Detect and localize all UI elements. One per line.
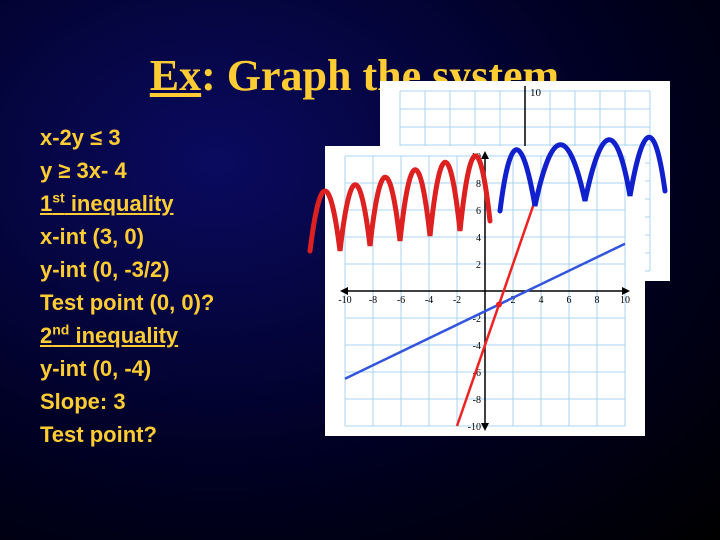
svg-text:6: 6 [567, 295, 572, 306]
content-row: x-2y ≤ 3 y ≥ 3x- 4 1st inequality x-int … [0, 121, 720, 451]
line-heading1: 1st inequality [40, 187, 320, 220]
line-test2: Test point? [40, 418, 320, 451]
svg-text:4: 4 [476, 233, 481, 244]
line-ineq2: y ≥ 3x- 4 [40, 154, 320, 187]
graph-area: 10 -10-8-6-4-2246810 -10-8-6-4-2246810 [320, 121, 680, 451]
svg-text:-4: -4 [425, 295, 433, 306]
graph-front: -10-8-6-4-2246810 -10-8-6-4-2246810 [325, 146, 645, 436]
back-tick-10: 10 [530, 87, 542, 99]
intersection-dot [496, 302, 502, 308]
line-ineq1: x-2y ≤ 3 [40, 121, 320, 154]
svg-text:-8: -8 [473, 395, 481, 406]
svg-text:-2: -2 [453, 295, 461, 306]
line-yint1: y-int (0, -3/2) [40, 253, 320, 286]
title-prefix: Ex [150, 51, 201, 100]
svg-text:6: 6 [476, 206, 481, 217]
svg-text:8: 8 [595, 295, 600, 306]
line-heading2: 2nd inequality [40, 319, 320, 352]
svg-text:4: 4 [539, 295, 544, 306]
svg-text:-8: -8 [369, 295, 377, 306]
line-yint2: y-int (0, -4) [40, 352, 320, 385]
svg-text:10: 10 [471, 152, 481, 163]
line-xint: x-int (3, 0) [40, 220, 320, 253]
svg-text:-6: -6 [397, 295, 405, 306]
svg-text:8: 8 [476, 179, 481, 190]
svg-text:2: 2 [476, 260, 481, 271]
line-slope: Slope: 3 [40, 385, 320, 418]
svg-text:-10: -10 [468, 422, 481, 433]
svg-text:-10: -10 [338, 295, 351, 306]
graph-front-svg: -10-8-6-4-2246810 -10-8-6-4-2246810 [325, 146, 645, 436]
svg-text:10: 10 [620, 295, 630, 306]
line-test1: Test point (0, 0)? [40, 286, 320, 319]
svg-text:-4: -4 [473, 341, 481, 352]
text-column: x-2y ≤ 3 y ≥ 3x- 4 1st inequality x-int … [40, 121, 320, 451]
